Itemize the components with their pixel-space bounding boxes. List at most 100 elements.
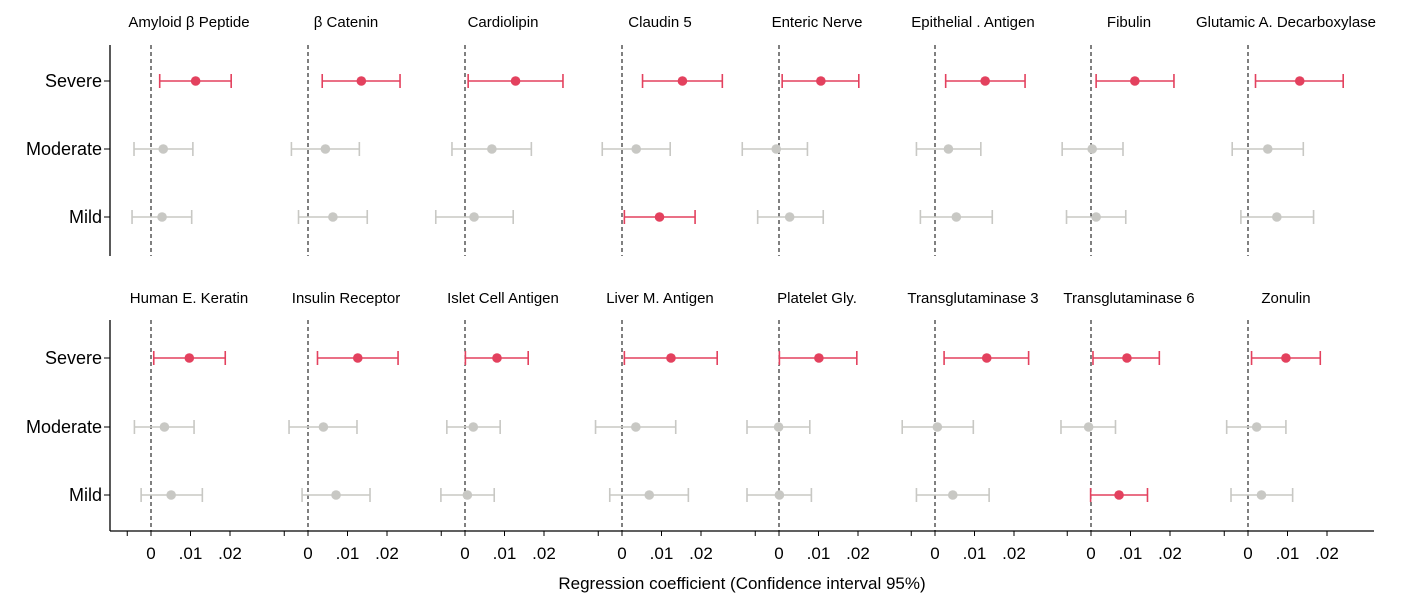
- point-estimate: [774, 490, 785, 500]
- panel: Zonulin: [1225, 290, 1322, 531]
- x-tick-label: .01: [650, 544, 674, 563]
- x-tick-label: 0: [460, 544, 469, 563]
- panel: β Catenin: [290, 14, 401, 256]
- point-estimate: [190, 76, 201, 86]
- point-estimate: [158, 144, 169, 154]
- point-estimate: [159, 422, 170, 432]
- point-estimate: [980, 76, 990, 86]
- point-estimate: [184, 353, 195, 363]
- point-estimate: [1294, 76, 1305, 86]
- point-estimate: [644, 490, 655, 500]
- panel-title: Platelet Gly.: [777, 290, 857, 307]
- panel: Cardiolipin: [434, 14, 564, 256]
- point-estimate: [157, 212, 167, 222]
- panel: Insulin Receptor: [288, 290, 400, 531]
- point-estimate: [492, 353, 502, 363]
- point-estimate: [1251, 422, 1262, 432]
- point-estimate: [1122, 353, 1132, 363]
- point-estimate: [816, 76, 826, 86]
- point-estimate: [487, 144, 497, 154]
- point-estimate: [771, 144, 782, 154]
- panel-title: Claudin 5: [628, 14, 691, 31]
- axes-layer: Severe Moderate Mild Severe Moderate Mild 0 .01…: [26, 45, 1374, 563]
- panel-title: Zonulin: [1261, 290, 1310, 307]
- x-tick-label: 0: [930, 544, 939, 563]
- x-tick-label: .02: [1315, 544, 1339, 563]
- point-estimate: [1087, 144, 1097, 154]
- point-estimate: [356, 76, 367, 86]
- x-tick-label: .01: [336, 544, 360, 563]
- panel: Fibulin: [1061, 14, 1175, 256]
- x-tick-label: 0: [774, 544, 783, 563]
- y-tick-label: Mild: [69, 207, 102, 227]
- x-axis-label: Regression coefficient (Confidence inter…: [558, 574, 925, 593]
- x-tick-label: .02: [532, 544, 556, 563]
- panel-title: Enteric Nerve: [772, 14, 863, 31]
- point-estimate: [1281, 353, 1291, 363]
- panel-title: Transglutaminase 6: [1063, 290, 1194, 307]
- point-estimate: [947, 490, 958, 500]
- point-estimate: [1083, 422, 1094, 432]
- point-estimate: [468, 422, 479, 432]
- point-estimate: [1130, 76, 1140, 86]
- x-tick-label: .01: [493, 544, 517, 563]
- point-estimate: [166, 490, 176, 500]
- point-estimate: [352, 353, 363, 363]
- point-estimate: [462, 490, 473, 500]
- panel-title: Islet Cell Antigen: [447, 290, 559, 307]
- y-tick-label: Severe: [45, 348, 102, 368]
- point-estimate: [1262, 144, 1273, 154]
- point-estimate: [1091, 212, 1101, 222]
- y-tick-label: Severe: [45, 71, 102, 91]
- panel-title: Fibulin: [1107, 14, 1151, 31]
- point-estimate: [631, 144, 642, 154]
- point-estimate: [318, 422, 329, 432]
- x-tick-label: .02: [375, 544, 399, 563]
- x-tick-label: .01: [1276, 544, 1300, 563]
- panel: Transglutaminase 6: [1060, 290, 1195, 531]
- panel-title: Epithelial . Antigen: [911, 14, 1034, 31]
- x-tick-label: .02: [846, 544, 870, 563]
- point-estimate: [981, 353, 992, 363]
- y-tick-label: Mild: [69, 485, 102, 505]
- point-estimate: [666, 353, 676, 363]
- panels-layer: Amyloid β Peptide β Catenin Cardiolipin Cla…: [128, 14, 1376, 531]
- point-estimate: [631, 422, 641, 432]
- panel-title: Insulin Receptor: [292, 290, 400, 307]
- x-tick-label: .02: [218, 544, 242, 563]
- panel-title: Glutamic A. Decarboxylase: [1196, 14, 1376, 31]
- x-tick-label: .01: [963, 544, 987, 563]
- x-tick-label: .02: [689, 544, 713, 563]
- x-tick-label: 0: [146, 544, 155, 563]
- panel: Transglutaminase 3: [901, 290, 1039, 531]
- point-estimate: [951, 212, 962, 222]
- point-estimate: [328, 212, 338, 222]
- point-estimate: [1256, 490, 1267, 500]
- x-tick-label: 0: [1086, 544, 1095, 563]
- panel: Amyloid β Peptide: [128, 14, 250, 256]
- panel-title: Human E. Keratin: [130, 290, 248, 307]
- point-estimate: [932, 422, 943, 432]
- panel-title: β Catenin: [314, 14, 379, 31]
- point-estimate: [1272, 212, 1282, 222]
- point-estimate: [943, 144, 954, 154]
- point-estimate: [469, 212, 479, 222]
- panel-title: Amyloid β Peptide: [128, 14, 249, 31]
- point-estimate: [510, 76, 521, 86]
- panel-title: Cardiolipin: [468, 14, 539, 31]
- panel: Glutamic A. Decarboxylase: [1196, 14, 1376, 256]
- point-estimate: [331, 490, 341, 500]
- panel: Human E. Keratin: [130, 290, 248, 531]
- y-tick-label: Moderate: [26, 139, 102, 159]
- x-tick-label: .01: [807, 544, 831, 563]
- panel: Liver M. Antigen: [594, 290, 718, 531]
- x-tick-label: .02: [1002, 544, 1026, 563]
- y-tick-label: Moderate: [26, 417, 102, 437]
- x-tick-label: 0: [303, 544, 312, 563]
- point-estimate: [814, 353, 824, 363]
- point-estimate: [1114, 490, 1124, 500]
- panel-title: Liver M. Antigen: [606, 290, 714, 307]
- point-estimate: [677, 76, 688, 86]
- x-tick-label: .02: [1158, 544, 1182, 563]
